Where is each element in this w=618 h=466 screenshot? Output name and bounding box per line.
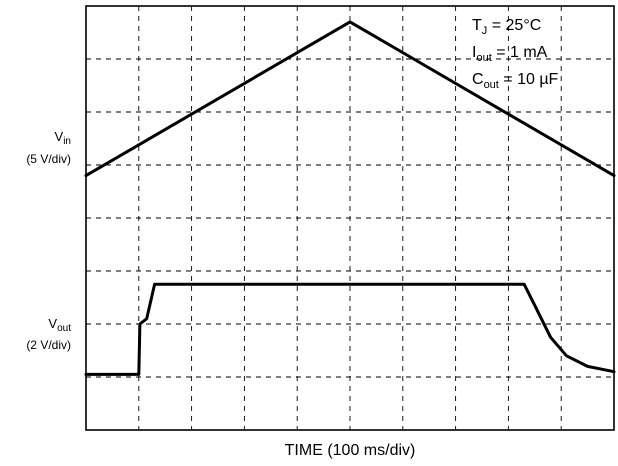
grid [86,6,614,430]
vin-label: Vin [55,129,71,147]
vout-scale: (2 V/div) [26,338,71,352]
trace-vin [84,20,616,178]
trace-vout [84,282,616,376]
x-axis-label: TIME (100 ms/div) [285,442,416,459]
condition-iout: Iout = 1 mA [472,44,548,64]
condition-cout: Cout = 10 µF [472,71,559,91]
vout-label: Vout [48,316,71,334]
vin-scale: (5 V/div) [26,152,71,166]
condition-tj: TJ = 25°C [472,17,541,37]
plot-frame [85,5,615,431]
traces [84,20,616,376]
